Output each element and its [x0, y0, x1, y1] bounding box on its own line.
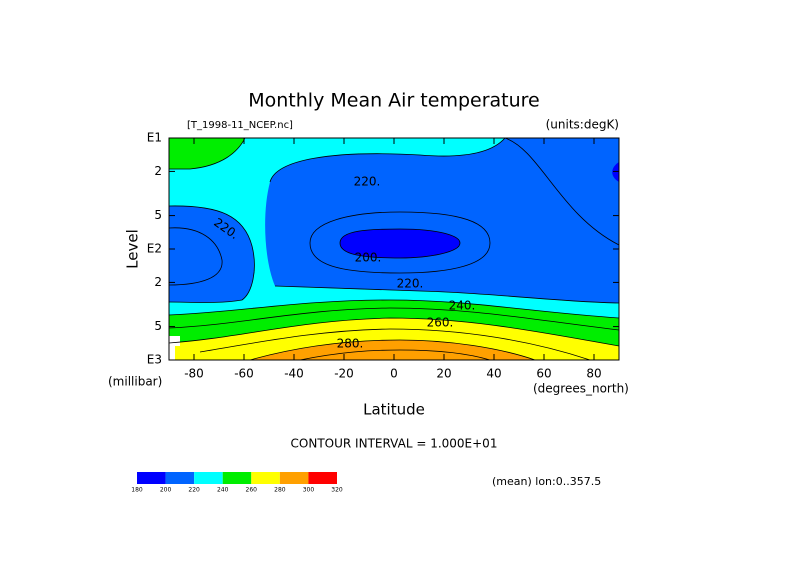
colorbar-label: 200 [160, 487, 172, 494]
colorbar-label: 280 [274, 487, 286, 494]
x-axis-label: Latitude [363, 401, 425, 419]
y-axis-label: Level [124, 229, 142, 269]
contour-line [299, 349, 491, 360]
colorbar-box [279, 472, 309, 484]
plot-area [169, 138, 619, 360]
y-tick-label: 5 [154, 319, 162, 333]
colorbar-box [251, 472, 280, 484]
contour-region [612, 162, 619, 182]
colorbar-label: 180 [131, 487, 143, 494]
contour-label: 260. [427, 316, 454, 330]
y-tick-label: E2 [147, 242, 162, 256]
footer: (mean) lon:0..357.5 [492, 475, 601, 488]
y-tick-label: 2 [154, 164, 162, 178]
contour-line [269, 138, 506, 183]
subtitle: [T_1998-11_NCEP.nc] [187, 120, 293, 131]
x-tick-label: 80 [586, 367, 601, 381]
y-tick-label: 5 [154, 208, 162, 222]
x-unit: (degrees_north) [533, 382, 629, 396]
colorbar-label: 220 [188, 487, 200, 494]
colorbar-label: 240 [217, 487, 229, 494]
colorbar-label: 320 [331, 487, 343, 494]
contour-line [169, 299, 619, 319]
contour-interval: CONTOUR INTERVAL = 1.000E+01 [291, 437, 498, 451]
colorbar-box [165, 472, 195, 484]
x-tick-label: -60 [234, 367, 254, 381]
x-tick-label: 20 [436, 367, 451, 381]
contour-line [169, 317, 619, 347]
y-tick-label: 2 [154, 275, 162, 289]
contour-line [274, 285, 619, 304]
contour-line [169, 307, 619, 331]
contour-line [249, 339, 536, 360]
contour-line [169, 138, 246, 170]
colorbar-label: 300 [303, 487, 315, 494]
colorbar-label: 260 [246, 487, 258, 494]
contour-line [339, 228, 461, 259]
y-tick-label: E1 [147, 131, 162, 145]
contour-region [340, 229, 460, 258]
contour-label: 240. [449, 299, 476, 313]
colorbar-box [194, 472, 223, 484]
contour-region [265, 138, 619, 303]
contour-line [169, 227, 223, 286]
x-tick-label: 40 [486, 367, 501, 381]
contour-label: 220. [397, 277, 424, 291]
x-tick-label: 0 [390, 367, 398, 381]
contour-region [169, 138, 245, 169]
contour-line [504, 138, 619, 246]
contour-region [169, 205, 255, 303]
contour-label: 200. [355, 251, 382, 265]
contour-line [199, 328, 591, 360]
contour-line [309, 211, 491, 274]
colorbar-box [137, 472, 166, 484]
y-unit: (millibar) [108, 375, 162, 389]
contour-region [169, 318, 619, 360]
x-tick-label: 60 [536, 367, 551, 381]
colorbar-box [222, 472, 252, 484]
x-tick-label: -80 [184, 367, 204, 381]
contour-line [169, 205, 255, 303]
colorbar-box [308, 472, 337, 484]
x-tick-label: -20 [334, 367, 354, 381]
y-tick-label: E3 [147, 353, 162, 367]
contour-label: 280. [337, 337, 364, 351]
contour-label: 220. [354, 175, 381, 189]
x-tick-label: -40 [284, 367, 304, 381]
units: (units:degK) [546, 118, 619, 132]
chart-title: Monthly Mean Air temperature [248, 90, 539, 112]
